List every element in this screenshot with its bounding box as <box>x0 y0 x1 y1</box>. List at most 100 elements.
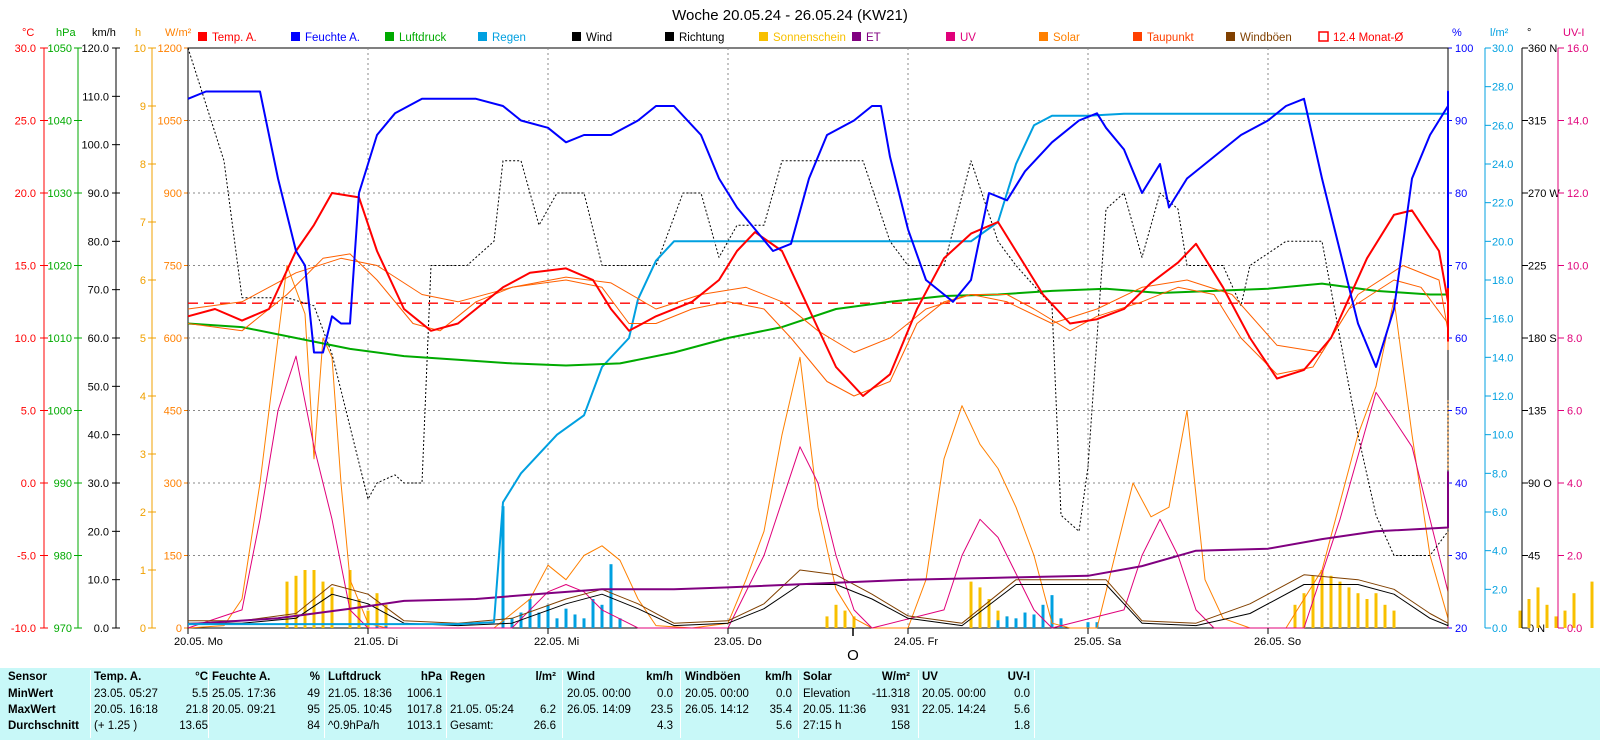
rain-bar <box>1032 614 1036 628</box>
legend-label: Luftdruck <box>399 32 447 44</box>
sunshine-tick-label: 0 <box>140 623 146 635</box>
table-header-wind: Wind <box>567 671 595 683</box>
legend-label: Regen <box>492 32 526 44</box>
table-cell-value: 1017.8 <box>406 704 442 716</box>
wind-tick-label: 0.0 <box>94 623 109 635</box>
table-cell-value: 1.8 <box>1014 720 1030 732</box>
table-header-hum: Feuchte A. <box>212 671 271 683</box>
humidity-tick-label: 100 <box>1455 43 1473 55</box>
table-header-press: Luftdruck <box>328 671 382 683</box>
rain-tick-label: 18.0 <box>1492 275 1513 287</box>
table-cell-date: 20.05. 09:21 <box>212 704 276 716</box>
sunshine-bar <box>285 581 289 628</box>
sunshine-tick-label: 8 <box>140 159 146 171</box>
sunshine-bar <box>1392 610 1396 628</box>
sunshine-bar <box>375 593 379 628</box>
table-header-unit-hum: % <box>309 671 320 683</box>
rain-bar <box>384 626 388 628</box>
table-cell-value: 4.3 <box>657 720 673 732</box>
direction-tick-label: 270 W <box>1528 188 1560 200</box>
humidity-tick-label: 60 <box>1455 333 1467 345</box>
direction-tick-label: 225 <box>1528 261 1546 273</box>
rain-bar <box>1095 622 1099 628</box>
table-row-label: Durchschnitt <box>8 720 79 732</box>
legend: Temp. A. Feuchte A. Luftdruck Regen Wind Rich… <box>198 31 1403 44</box>
sunshine-bar <box>1293 604 1297 628</box>
sunshine-bar <box>357 599 361 628</box>
uv-tick-label: 16.0 <box>1567 43 1588 55</box>
solar-unit: W/m² <box>165 27 192 39</box>
sunshine-bar <box>843 610 847 628</box>
table-cell-value: 95 <box>307 704 320 716</box>
table-header-unit-uv: UV-I <box>1007 671 1030 683</box>
table-cell-date: Gesamt: <box>450 720 494 732</box>
table-cell-value: 0.0 <box>657 688 673 700</box>
sunshine-bar <box>1383 604 1387 628</box>
x-tick-label: 24.05. Fr <box>894 636 938 648</box>
rain-tick-label: 22.0 <box>1492 198 1513 210</box>
rain-bar <box>1023 612 1027 628</box>
table-cell-date: 20.05. 00:00 <box>567 688 631 700</box>
wind-tick-label: 70.0 <box>88 285 109 297</box>
direction-tick-label: 135 <box>1528 406 1546 418</box>
series-taupunkt <box>187 253 1449 397</box>
rain-tick-label: 8.0 <box>1492 468 1507 480</box>
sunshine-bar <box>294 575 298 628</box>
table-header-rain: Regen <box>450 671 486 683</box>
uv-tick-label: 0.0 <box>1567 623 1582 635</box>
sunshine-bar <box>834 604 838 628</box>
table-cell-value: 158 <box>890 720 910 732</box>
x-axis-labels: 20.05. Mo 21.05. Di 22.05. Mi 23.05. Do 24.0… <box>174 628 1301 648</box>
solar-tick-label: 300 <box>164 478 182 490</box>
rain-bar <box>546 604 550 628</box>
humidity-tick-label: 70 <box>1455 261 1467 273</box>
temp-tick-label: 20.0 <box>15 188 36 200</box>
rain-tick-label: 10.0 <box>1492 430 1513 442</box>
series-regen <box>188 112 1448 626</box>
direction-tick-label: 45 <box>1528 551 1540 563</box>
sunshine-bar <box>1356 593 1360 628</box>
wind-tick-label: 40.0 <box>88 430 109 442</box>
legend-swatch <box>291 32 300 41</box>
rain-bar <box>1050 595 1054 628</box>
table-header-unit-rain: l/m² <box>535 671 556 683</box>
table-separator <box>918 670 919 738</box>
table-cell-value: -11.318 <box>871 688 910 700</box>
series-luftdruck <box>187 282 1449 367</box>
table-header-unit-gust: km/h <box>765 671 792 683</box>
series-taupunkt2 <box>187 257 1449 353</box>
legend-swatch <box>572 32 581 41</box>
rain-tick-label: 30.0 <box>1492 43 1513 55</box>
uv-tick-label: 4.0 <box>1567 478 1582 490</box>
table-row-label: MinWert <box>8 688 54 700</box>
sunshine-bar <box>1545 604 1549 628</box>
table-header-unit-wind: km/h <box>646 671 673 683</box>
rain-tick-label: 6.0 <box>1492 507 1507 519</box>
table-cell-date: 21.05. 05:24 <box>450 704 514 716</box>
series-feuchte-a- <box>187 90 1449 368</box>
rain-tick-label: 12.0 <box>1492 391 1513 403</box>
direction-tick-label: 360 N <box>1528 43 1557 55</box>
temp-tick-label: 30.0 <box>15 43 36 55</box>
rain-bar <box>375 626 379 628</box>
wind-tick-label: 30.0 <box>88 478 109 490</box>
sunshine-tick-label: 1 <box>140 565 146 577</box>
table-header-solar: Solar <box>803 671 832 683</box>
table-cell-date: 20.05. 00:00 <box>685 688 749 700</box>
legend-swatch <box>852 32 861 41</box>
rain-bar <box>1086 622 1090 628</box>
chart-title: Woche 20.05.24 - 26.05.24 (KW21) <box>672 7 908 24</box>
sunshine-bar <box>1572 593 1576 628</box>
sunshine-bar <box>969 581 973 628</box>
table-cell-value: 931 <box>890 704 910 716</box>
table-cell-value: 26.6 <box>533 720 556 732</box>
rain-bar <box>1059 618 1063 628</box>
x-tick-label: 20.05. Mo <box>174 636 223 648</box>
wind-tick-label: 20.0 <box>88 526 109 538</box>
pressure-tick-label: 980 <box>54 551 72 563</box>
table-cell-date: 21.05. 18:36 <box>328 688 392 700</box>
rain-bar <box>501 506 505 628</box>
wind-tick-label: 50.0 <box>88 381 109 393</box>
table-header-sensor: Sensor <box>8 671 47 683</box>
table-cell-date: 25.05. 10:45 <box>328 704 392 716</box>
